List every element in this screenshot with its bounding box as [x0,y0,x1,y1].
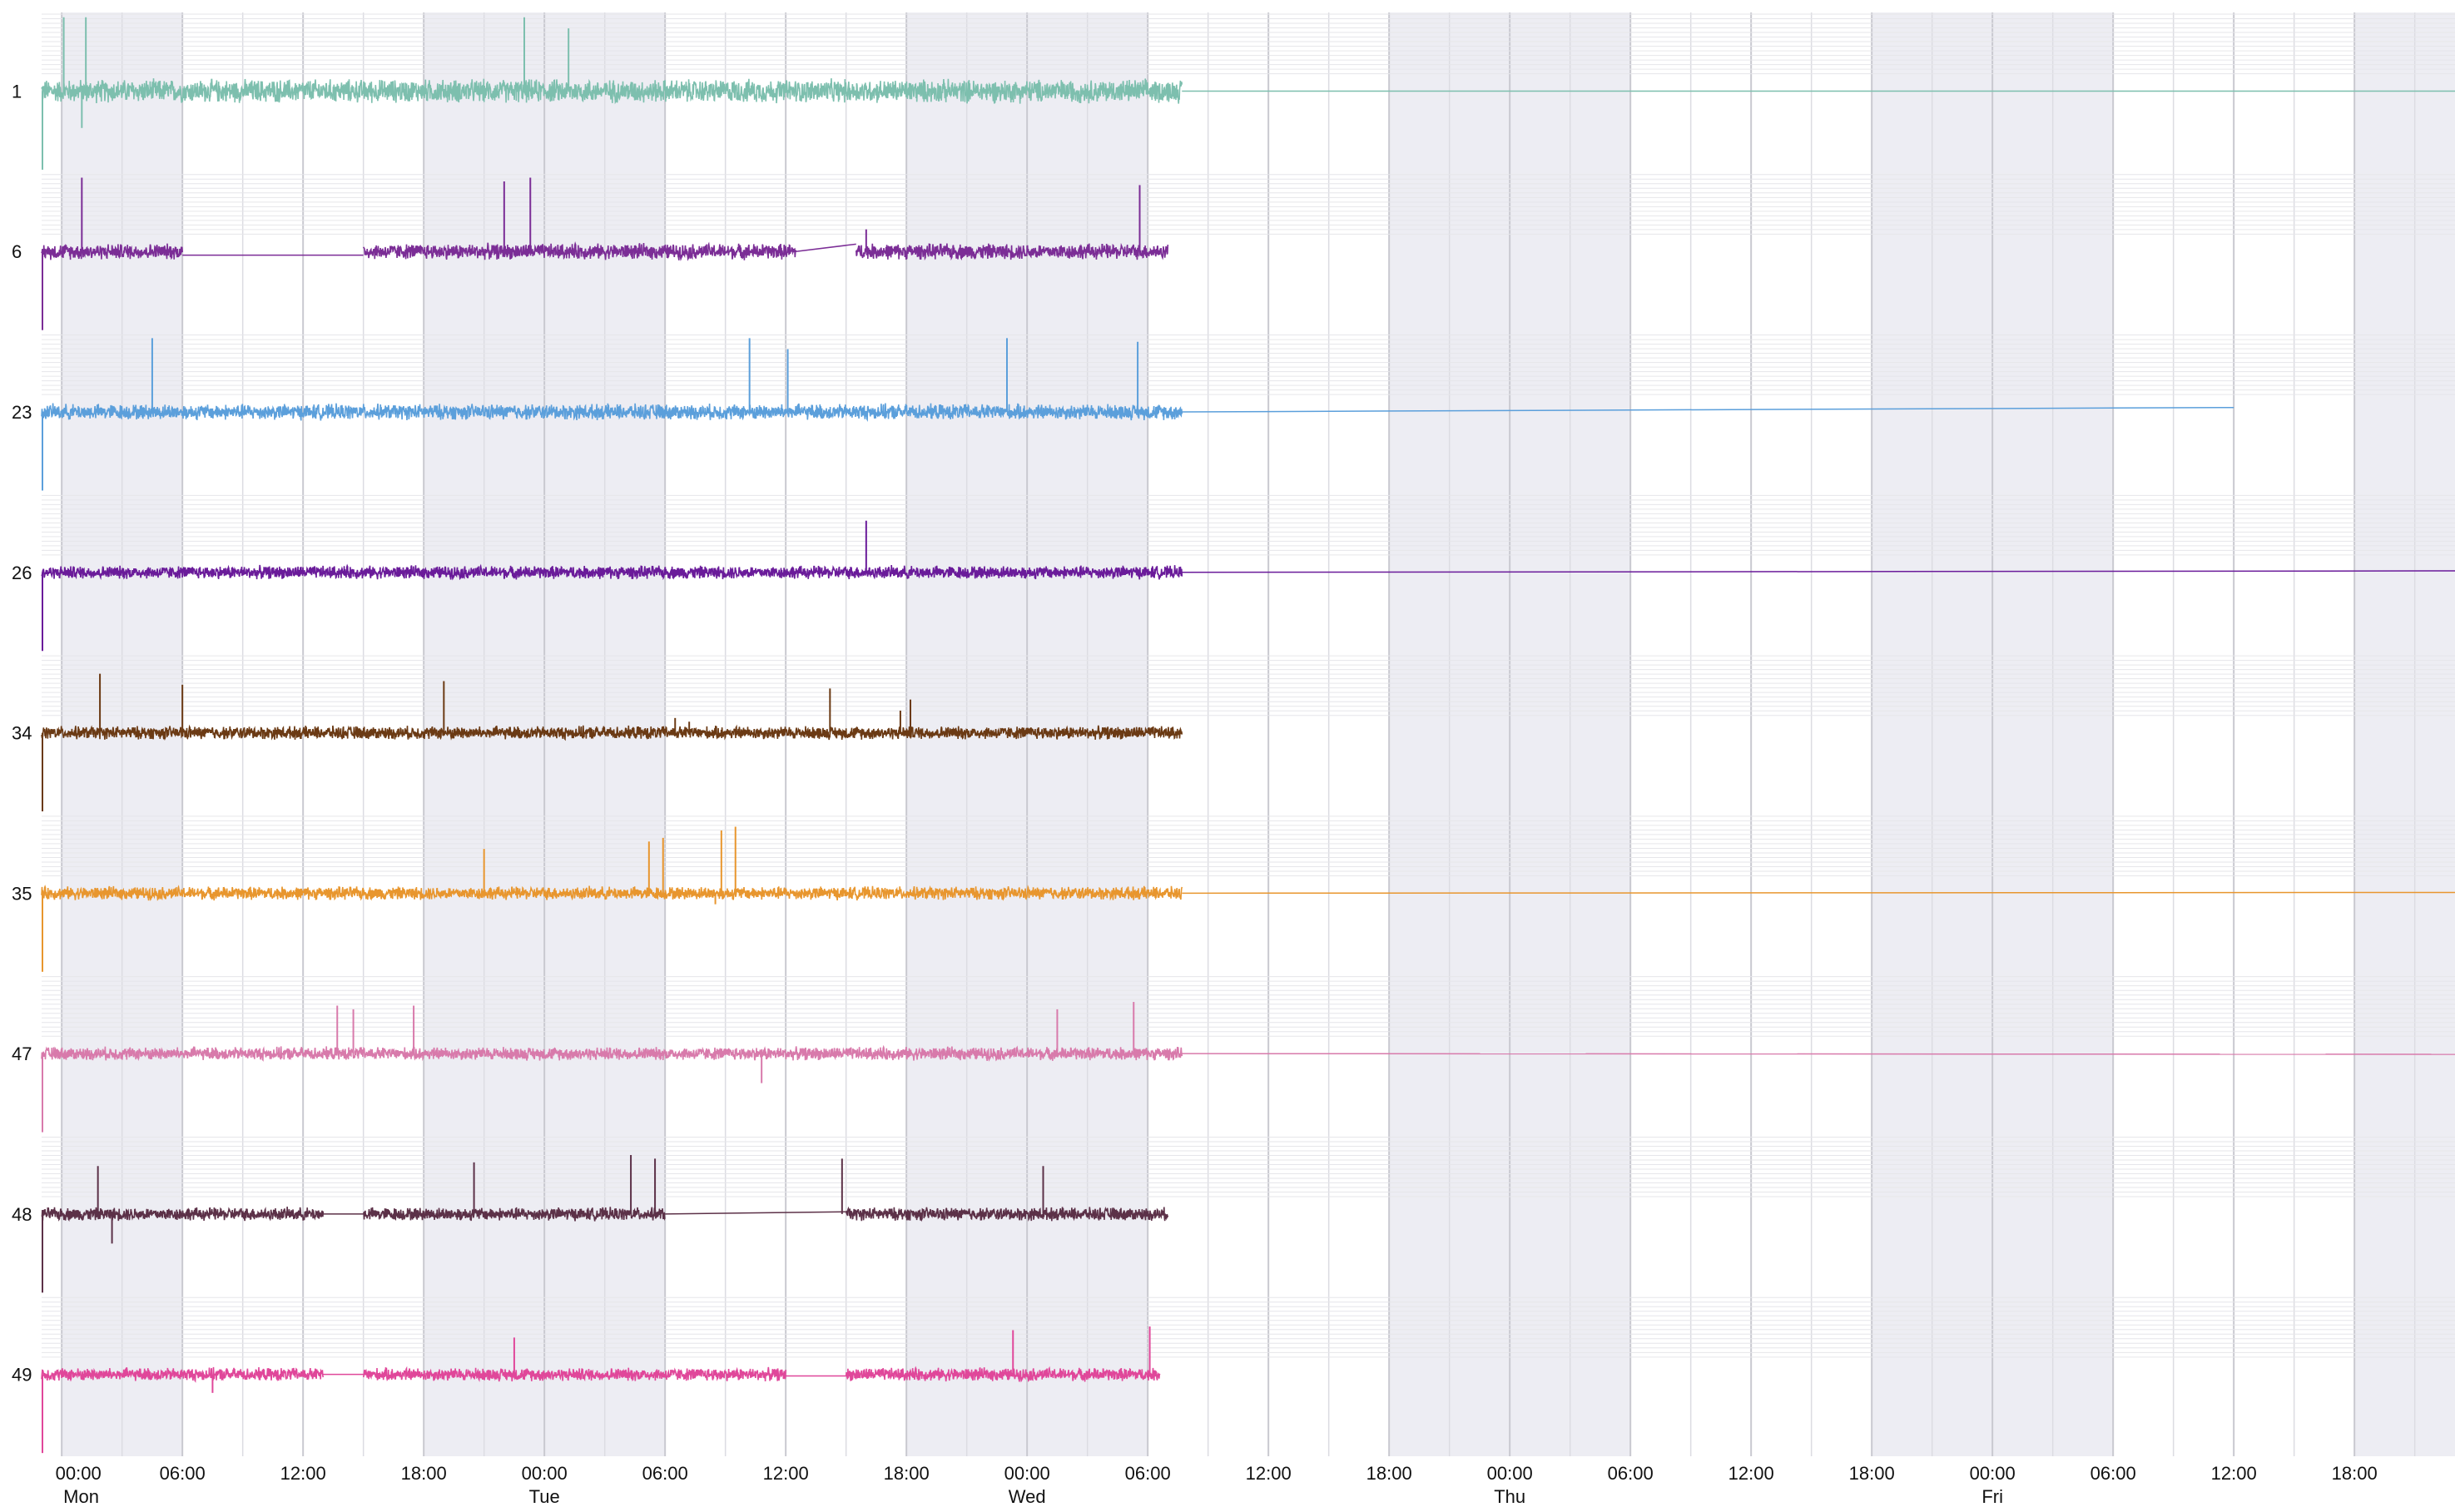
x-tick-label: 00:00 [1487,1463,1533,1484]
row-label: 34 [12,723,32,744]
x-tick-label: 12:00 [763,1463,809,1484]
x-tick-label: 00:00 [1970,1463,2016,1484]
x-tick-label: 00:00 [56,1463,102,1484]
series-segment [41,1044,1183,1062]
x-tick-label: 18:00 [884,1463,930,1484]
x-tick-label: 18:00 [2332,1463,2378,1484]
series-tail [1182,406,2234,413]
x-tick-label: 18:00 [1849,1463,1895,1484]
x-tick-label: 00:00 [522,1463,568,1484]
series-segment [856,242,1169,261]
series-segment [363,1207,666,1222]
row-label: 1 [12,81,22,102]
gap-connector [796,243,856,252]
x-tick-label: 12:00 [1728,1463,1774,1484]
day-label: Tue [529,1486,560,1507]
x-tick-label: 06:00 [160,1463,206,1484]
row-label: 48 [12,1204,32,1225]
x-tick-label: 18:00 [1366,1463,1412,1484]
row-label: 35 [12,883,32,904]
row-label: 47 [12,1044,32,1064]
day-label: Mon [63,1486,99,1507]
night-band [2354,12,2455,1456]
series-segment [41,1366,325,1383]
series-segment [845,1206,1169,1222]
series-tail [1182,1053,2455,1055]
series-segment [41,403,1183,423]
x-tick-label: 12:00 [2211,1463,2257,1484]
row-label: 6 [12,241,22,262]
x-tick-label: 12:00 [280,1463,326,1484]
series-segment [41,563,1183,581]
day-label: Thu [1494,1486,1525,1507]
series-segment [41,1207,325,1222]
series-segment [41,78,1183,105]
series-segment [41,885,1183,901]
day-label: Wed [1009,1486,1046,1507]
series-segment [363,241,797,261]
x-tick-label: 18:00 [401,1463,447,1484]
series-tail [1182,570,2455,573]
series-rows: 1 6 23 26 34 35 47 48 49 [12,17,2455,1454]
row-label: 23 [12,402,32,423]
series-segment [41,243,183,260]
series-tail [1182,891,2455,895]
x-tick-label: 00:00 [1004,1463,1050,1484]
row-label: 49 [12,1365,32,1386]
x-tick-label: 12:00 [1246,1463,1292,1484]
row-label: 26 [12,563,32,583]
x-tick-label: 06:00 [642,1463,688,1484]
day-label: Fri [1981,1486,2003,1507]
x-tick-label: 06:00 [2090,1463,2136,1484]
gap-connector [665,1211,846,1215]
series-segment [41,724,1183,741]
series-segment [362,1366,786,1383]
x-tick-label: 06:00 [1125,1463,1171,1484]
series-segment [845,1366,1161,1383]
x-tick-label: 06:00 [1608,1463,1654,1484]
